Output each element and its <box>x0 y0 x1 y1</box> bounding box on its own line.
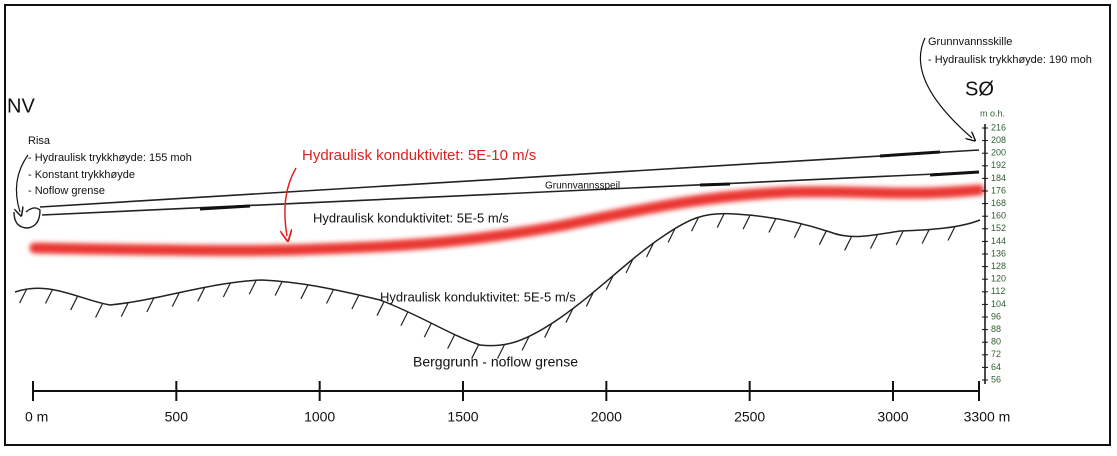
hatch-mark <box>325 289 335 304</box>
distance-tick-label: 2500 <box>734 409 765 425</box>
hatch-mark <box>19 288 28 304</box>
boundary-line: - Hydraulisk trykkhøyde: 155 moh <box>28 152 192 164</box>
hatch-mark <box>300 284 309 300</box>
elevation-tick-label: 184 <box>991 173 1006 183</box>
hatch-mark <box>895 230 904 246</box>
hatch-mark <box>793 223 802 238</box>
hatch-mark <box>197 287 206 302</box>
hatch-mark <box>742 214 751 230</box>
distance-tick-label: 500 <box>165 409 189 425</box>
hatch-mark <box>171 292 180 307</box>
distance-tick-label: 2000 <box>591 409 622 425</box>
elevation-tick-label: 88 <box>991 324 1001 334</box>
elevation-tick-label: 104 <box>991 299 1006 309</box>
hatch-mark <box>70 295 79 311</box>
elevation-tick-label: 160 <box>991 211 1006 221</box>
hatch-mark <box>120 302 129 317</box>
river <box>13 207 41 229</box>
hatch-mark <box>274 281 283 296</box>
elevation-tick-label: 56 <box>991 374 1001 384</box>
hatch-mark <box>471 344 480 359</box>
hatch-mark <box>565 308 574 323</box>
distance-tick-label: 0 m <box>25 409 48 425</box>
elevation-tick-label: 216 <box>991 122 1006 132</box>
hatch-mark <box>44 289 54 304</box>
elevation-tick-label: 112 <box>991 286 1005 296</box>
elevation-tick-label: 200 <box>991 148 1006 158</box>
elevation-tick-label: 80 <box>991 337 1001 347</box>
hatch-mark <box>222 282 231 298</box>
line-accent <box>199 150 980 211</box>
distance-tick-label: 1500 <box>447 409 478 425</box>
elevation-tick-label: 120 <box>991 274 1006 284</box>
elevation-tick-label: 128 <box>991 261 1006 271</box>
elevation-unit: m o.h. <box>980 108 1005 118</box>
water-table-line <box>41 171 980 216</box>
red-band <box>29 184 985 257</box>
hatch-mark <box>690 216 700 232</box>
hatch-mark <box>544 323 553 338</box>
hatch-mark <box>496 344 506 359</box>
hatch-mark <box>423 322 432 338</box>
surface-line <box>39 149 980 208</box>
elevation-tick-label: 136 <box>991 248 1006 258</box>
distance-tick-label: 3000 <box>877 409 908 425</box>
distance-tick-label: 1000 <box>304 409 335 425</box>
boundary-line: - Noflow grense <box>28 185 105 197</box>
west-label: NV <box>7 95 35 117</box>
hatch-mark <box>146 297 155 313</box>
elevation-tick-label: 176 <box>991 185 1006 195</box>
arrow <box>16 154 29 212</box>
hatch-mark <box>95 303 104 318</box>
elevation-tick-label: 144 <box>991 236 1006 246</box>
layer-label: Hydraulisk konduktivitet: 5E-10 m/s <box>302 147 536 164</box>
hatch-mark <box>447 334 456 349</box>
elevation-tick-label: 152 <box>991 223 1006 233</box>
hatch-mark <box>768 218 777 233</box>
hatch-mark <box>947 226 956 241</box>
hatch-mark <box>585 292 594 307</box>
arrow <box>919 37 972 138</box>
hatch-mark <box>646 242 655 258</box>
elevation-tick-label: 208 <box>991 135 1006 145</box>
water-table-label: Grunnvannsspeil <box>545 181 620 192</box>
hatch-mark <box>376 301 385 316</box>
hatch-mark <box>869 234 879 249</box>
hatch-mark <box>248 280 257 295</box>
boundary-line: - Hydraulisk trykkhøyde: 190 moh <box>928 54 1092 66</box>
arrow <box>285 167 297 236</box>
hatch-mark <box>667 228 676 243</box>
hatch-mark <box>351 294 360 310</box>
elevation-tick-label: 72 <box>991 349 1001 359</box>
elevation-tick-label: 64 <box>991 362 1001 372</box>
elevation-tick-label: 96 <box>991 311 1001 321</box>
hatch-mark <box>818 230 827 246</box>
bedrock-label: Berggrunn - noflow grense <box>413 354 578 370</box>
layer-label: Hydraulisk konduktivitet: 5E-5 m/s <box>313 210 509 225</box>
layer-label: Hydraulisk konduktivitet: 5E-5 m/s <box>380 289 576 304</box>
east-label: SØ <box>965 78 994 100</box>
hatch-mark <box>625 258 634 274</box>
elevation-tick-label: 168 <box>991 198 1006 208</box>
boundary-line: - Konstant trykkhøyde <box>28 169 135 181</box>
hatch-mark <box>921 229 930 244</box>
hatch-mark <box>716 213 725 228</box>
bedrock-surface <box>14 212 981 347</box>
boundary-name: Grunnvannsskille <box>928 36 1012 48</box>
hatch-mark <box>400 311 409 327</box>
hatch-mark <box>521 336 530 351</box>
boundary-name: Risa <box>28 135 51 147</box>
hatch-mark <box>605 275 614 290</box>
elevation-tick-label: 192 <box>991 160 1006 170</box>
distance-tick-label: 3300 m <box>964 409 1011 425</box>
hatch-mark <box>844 236 853 251</box>
